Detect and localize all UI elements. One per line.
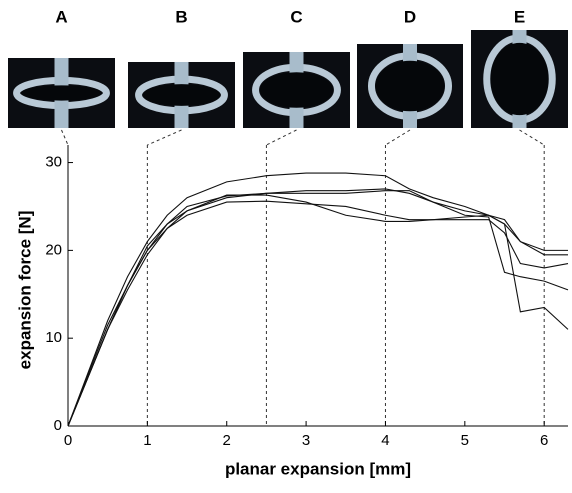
x-tick-label: 3 — [302, 432, 310, 449]
snapshot-connector — [266, 129, 297, 146]
snapshot-connector — [61, 129, 69, 146]
force-curve — [67, 190, 569, 427]
x-tick-label: 4 — [381, 432, 389, 449]
stent-hole — [259, 72, 334, 108]
force-curve — [67, 172, 568, 427]
x-axis-label: planar expansion [mm] — [225, 459, 411, 478]
snapshot-label: E — [514, 7, 525, 26]
snapshot-label: D — [404, 7, 416, 26]
snapshot-label: B — [175, 7, 187, 26]
x-tick-label: 6 — [540, 432, 548, 449]
y-tick-label: 30 — [45, 154, 62, 171]
y-tick-label: 10 — [45, 329, 62, 346]
y-axis-label: expansion force [N] — [15, 211, 34, 370]
snapshot-connector — [385, 129, 411, 146]
x-tick-label: 5 — [461, 432, 469, 449]
force-curve — [67, 200, 568, 427]
y-tick-label: 0 — [54, 417, 62, 434]
stent-hole — [20, 85, 103, 101]
snapshot-label: A — [55, 7, 67, 26]
snapshot-connector — [147, 129, 182, 146]
x-tick-label: 0 — [64, 432, 72, 449]
y-tick-label: 20 — [45, 241, 62, 258]
x-tick-label: 2 — [223, 432, 231, 449]
force-curve — [67, 194, 569, 427]
x-tick-label: 1 — [143, 432, 151, 449]
snapshot-label: C — [290, 7, 302, 26]
snapshot-connector — [519, 129, 545, 146]
stent-hole — [375, 60, 445, 112]
force-curve — [67, 188, 569, 427]
stent-hole — [490, 42, 549, 116]
stent-hole — [142, 84, 221, 106]
